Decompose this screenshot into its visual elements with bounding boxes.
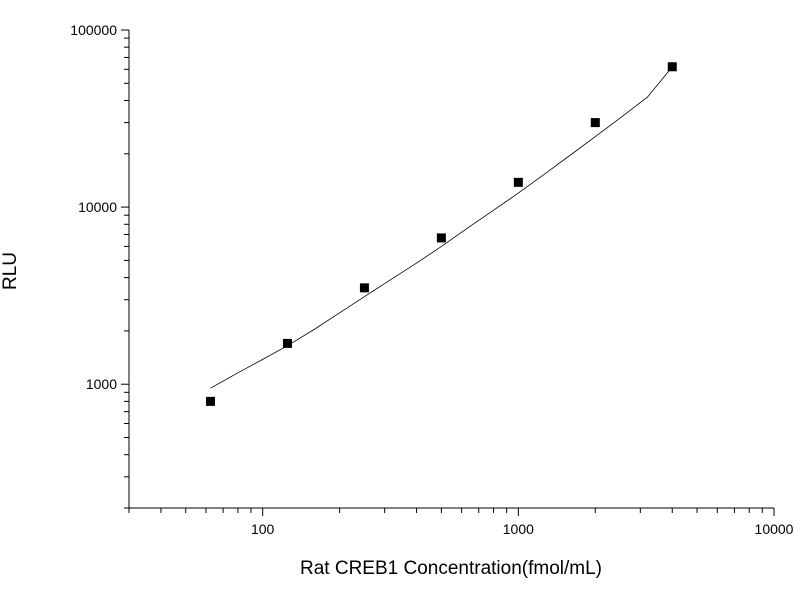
fit-curve-line [210,66,673,389]
data-point [667,62,677,72]
fit-curve-group [210,66,673,389]
x-tick-label: 100 [251,521,275,537]
data-point [590,118,600,128]
y-axis-ticks: 1000 10000 100000 [70,22,129,509]
y-tick-label: 1000 [86,376,117,392]
x-axis-ticks: 100 1000 10000 [128,508,794,537]
y-axis-title: RLU [0,252,21,290]
y-tick-label: 100000 [70,22,117,38]
axes [128,30,774,509]
data-point [205,396,215,406]
x-axis-title: Rat CREB1 Concentration(fmol/mL) [300,558,602,579]
data-point [282,338,292,348]
data-point [359,283,369,293]
x-tick-label: 10000 [755,521,794,537]
data-points [205,62,677,406]
y-tick-label: 10000 [78,199,117,215]
data-point [436,233,446,243]
data-point [513,177,523,187]
x-tick-label: 1000 [503,521,534,537]
